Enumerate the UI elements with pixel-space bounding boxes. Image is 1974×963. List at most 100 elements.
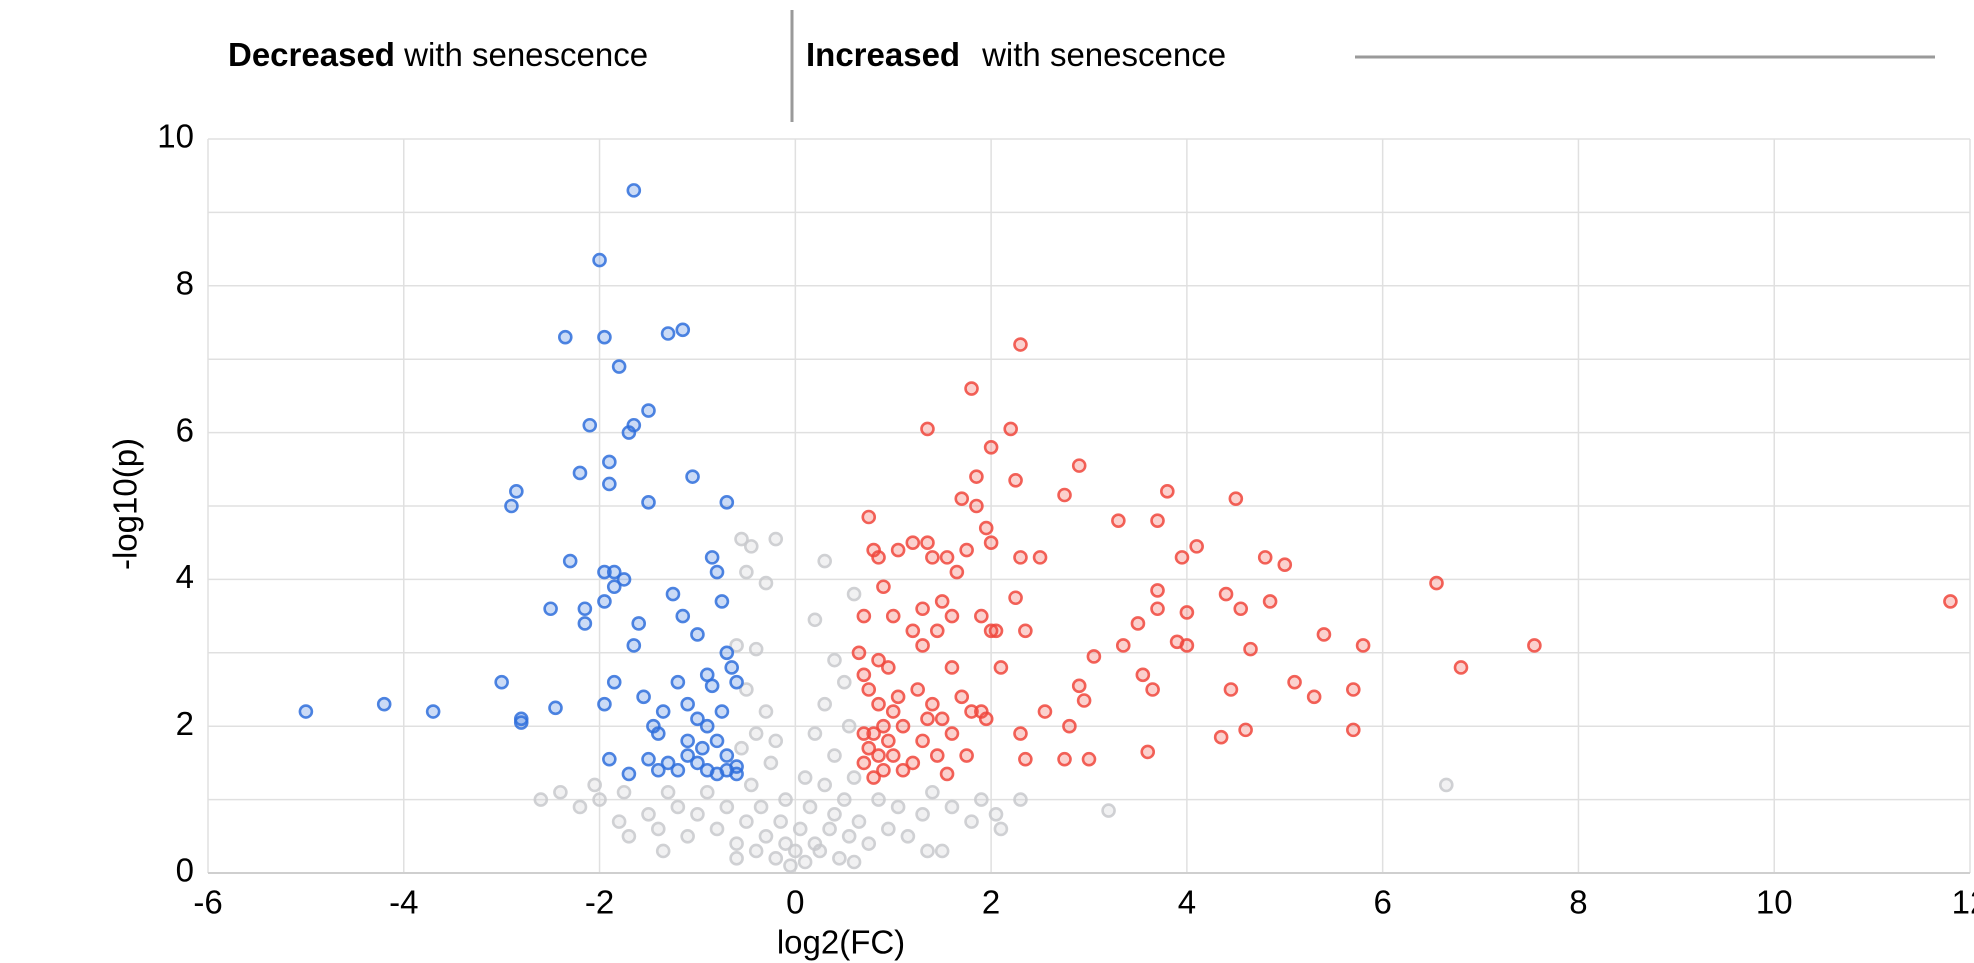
point [832, 851, 847, 866]
point [856, 608, 872, 624]
point [876, 762, 891, 778]
point [974, 792, 989, 807]
point [597, 564, 612, 580]
header-text: with senescence [403, 36, 648, 73]
point [699, 718, 715, 734]
point [1071, 458, 1087, 473]
point [704, 550, 720, 565]
point [915, 806, 930, 822]
point [675, 608, 691, 624]
point [734, 531, 749, 547]
point [983, 623, 999, 639]
point [1081, 751, 1097, 767]
point [577, 601, 593, 617]
point [1429, 575, 1444, 591]
point [572, 465, 588, 481]
point [817, 696, 833, 712]
point [690, 806, 705, 822]
y-tick-label: 0 [176, 852, 194, 889]
point [665, 586, 681, 602]
point [616, 784, 632, 800]
point [871, 652, 886, 668]
point [827, 748, 842, 763]
y-tick-label: 8 [176, 265, 194, 302]
point [944, 799, 960, 815]
point [592, 792, 607, 807]
point [1111, 513, 1126, 528]
point [841, 718, 857, 734]
point [881, 821, 896, 837]
point [856, 726, 872, 741]
point [969, 498, 984, 514]
point [695, 740, 710, 756]
point [792, 821, 808, 837]
header-bold: Decreased [228, 36, 395, 73]
point [802, 799, 818, 815]
point [983, 439, 999, 455]
point [1057, 751, 1072, 767]
point [871, 550, 886, 565]
point [1243, 641, 1258, 657]
point [797, 770, 813, 785]
point [1179, 638, 1195, 653]
point [655, 704, 671, 719]
point [949, 564, 965, 580]
point [1238, 722, 1253, 738]
header-text: with senescence [981, 36, 1226, 73]
point [606, 564, 622, 580]
point [881, 660, 896, 675]
point [1145, 682, 1160, 697]
point [846, 770, 862, 785]
point [846, 854, 862, 870]
point [1150, 583, 1165, 598]
point [1346, 722, 1361, 738]
header-right: Increased with senescence [806, 36, 1226, 73]
point [753, 799, 769, 815]
point [729, 836, 744, 851]
point [1174, 550, 1190, 565]
point [817, 553, 833, 569]
point [1101, 803, 1116, 818]
point [768, 531, 784, 547]
point [959, 748, 974, 763]
point [836, 792, 852, 807]
point [890, 799, 906, 815]
point [1943, 594, 1958, 609]
point [606, 579, 622, 595]
point [1228, 491, 1244, 506]
point [1213, 729, 1229, 745]
point [954, 689, 970, 705]
point [376, 696, 392, 712]
point [743, 539, 759, 554]
point [939, 550, 955, 565]
point [660, 326, 676, 341]
point [778, 836, 793, 851]
point [1306, 689, 1322, 705]
point [934, 711, 950, 727]
point [861, 836, 877, 851]
point [680, 748, 695, 763]
point [641, 751, 656, 767]
point [621, 766, 637, 782]
x-tick-label: 0 [786, 884, 804, 921]
point [670, 799, 686, 815]
x-tick-label: 10 [1756, 884, 1793, 921]
point [734, 740, 749, 756]
point [773, 814, 788, 829]
point [602, 751, 617, 767]
point [871, 792, 886, 807]
point [797, 854, 813, 870]
point [1355, 638, 1371, 653]
point [783, 858, 798, 873]
point [597, 594, 612, 609]
point [626, 417, 642, 433]
point [494, 674, 509, 690]
point [812, 843, 828, 859]
point [582, 417, 598, 433]
point [964, 704, 979, 719]
point [748, 726, 764, 741]
x-tick-label: -6 [193, 884, 222, 921]
point [1287, 674, 1302, 690]
point [592, 252, 607, 268]
